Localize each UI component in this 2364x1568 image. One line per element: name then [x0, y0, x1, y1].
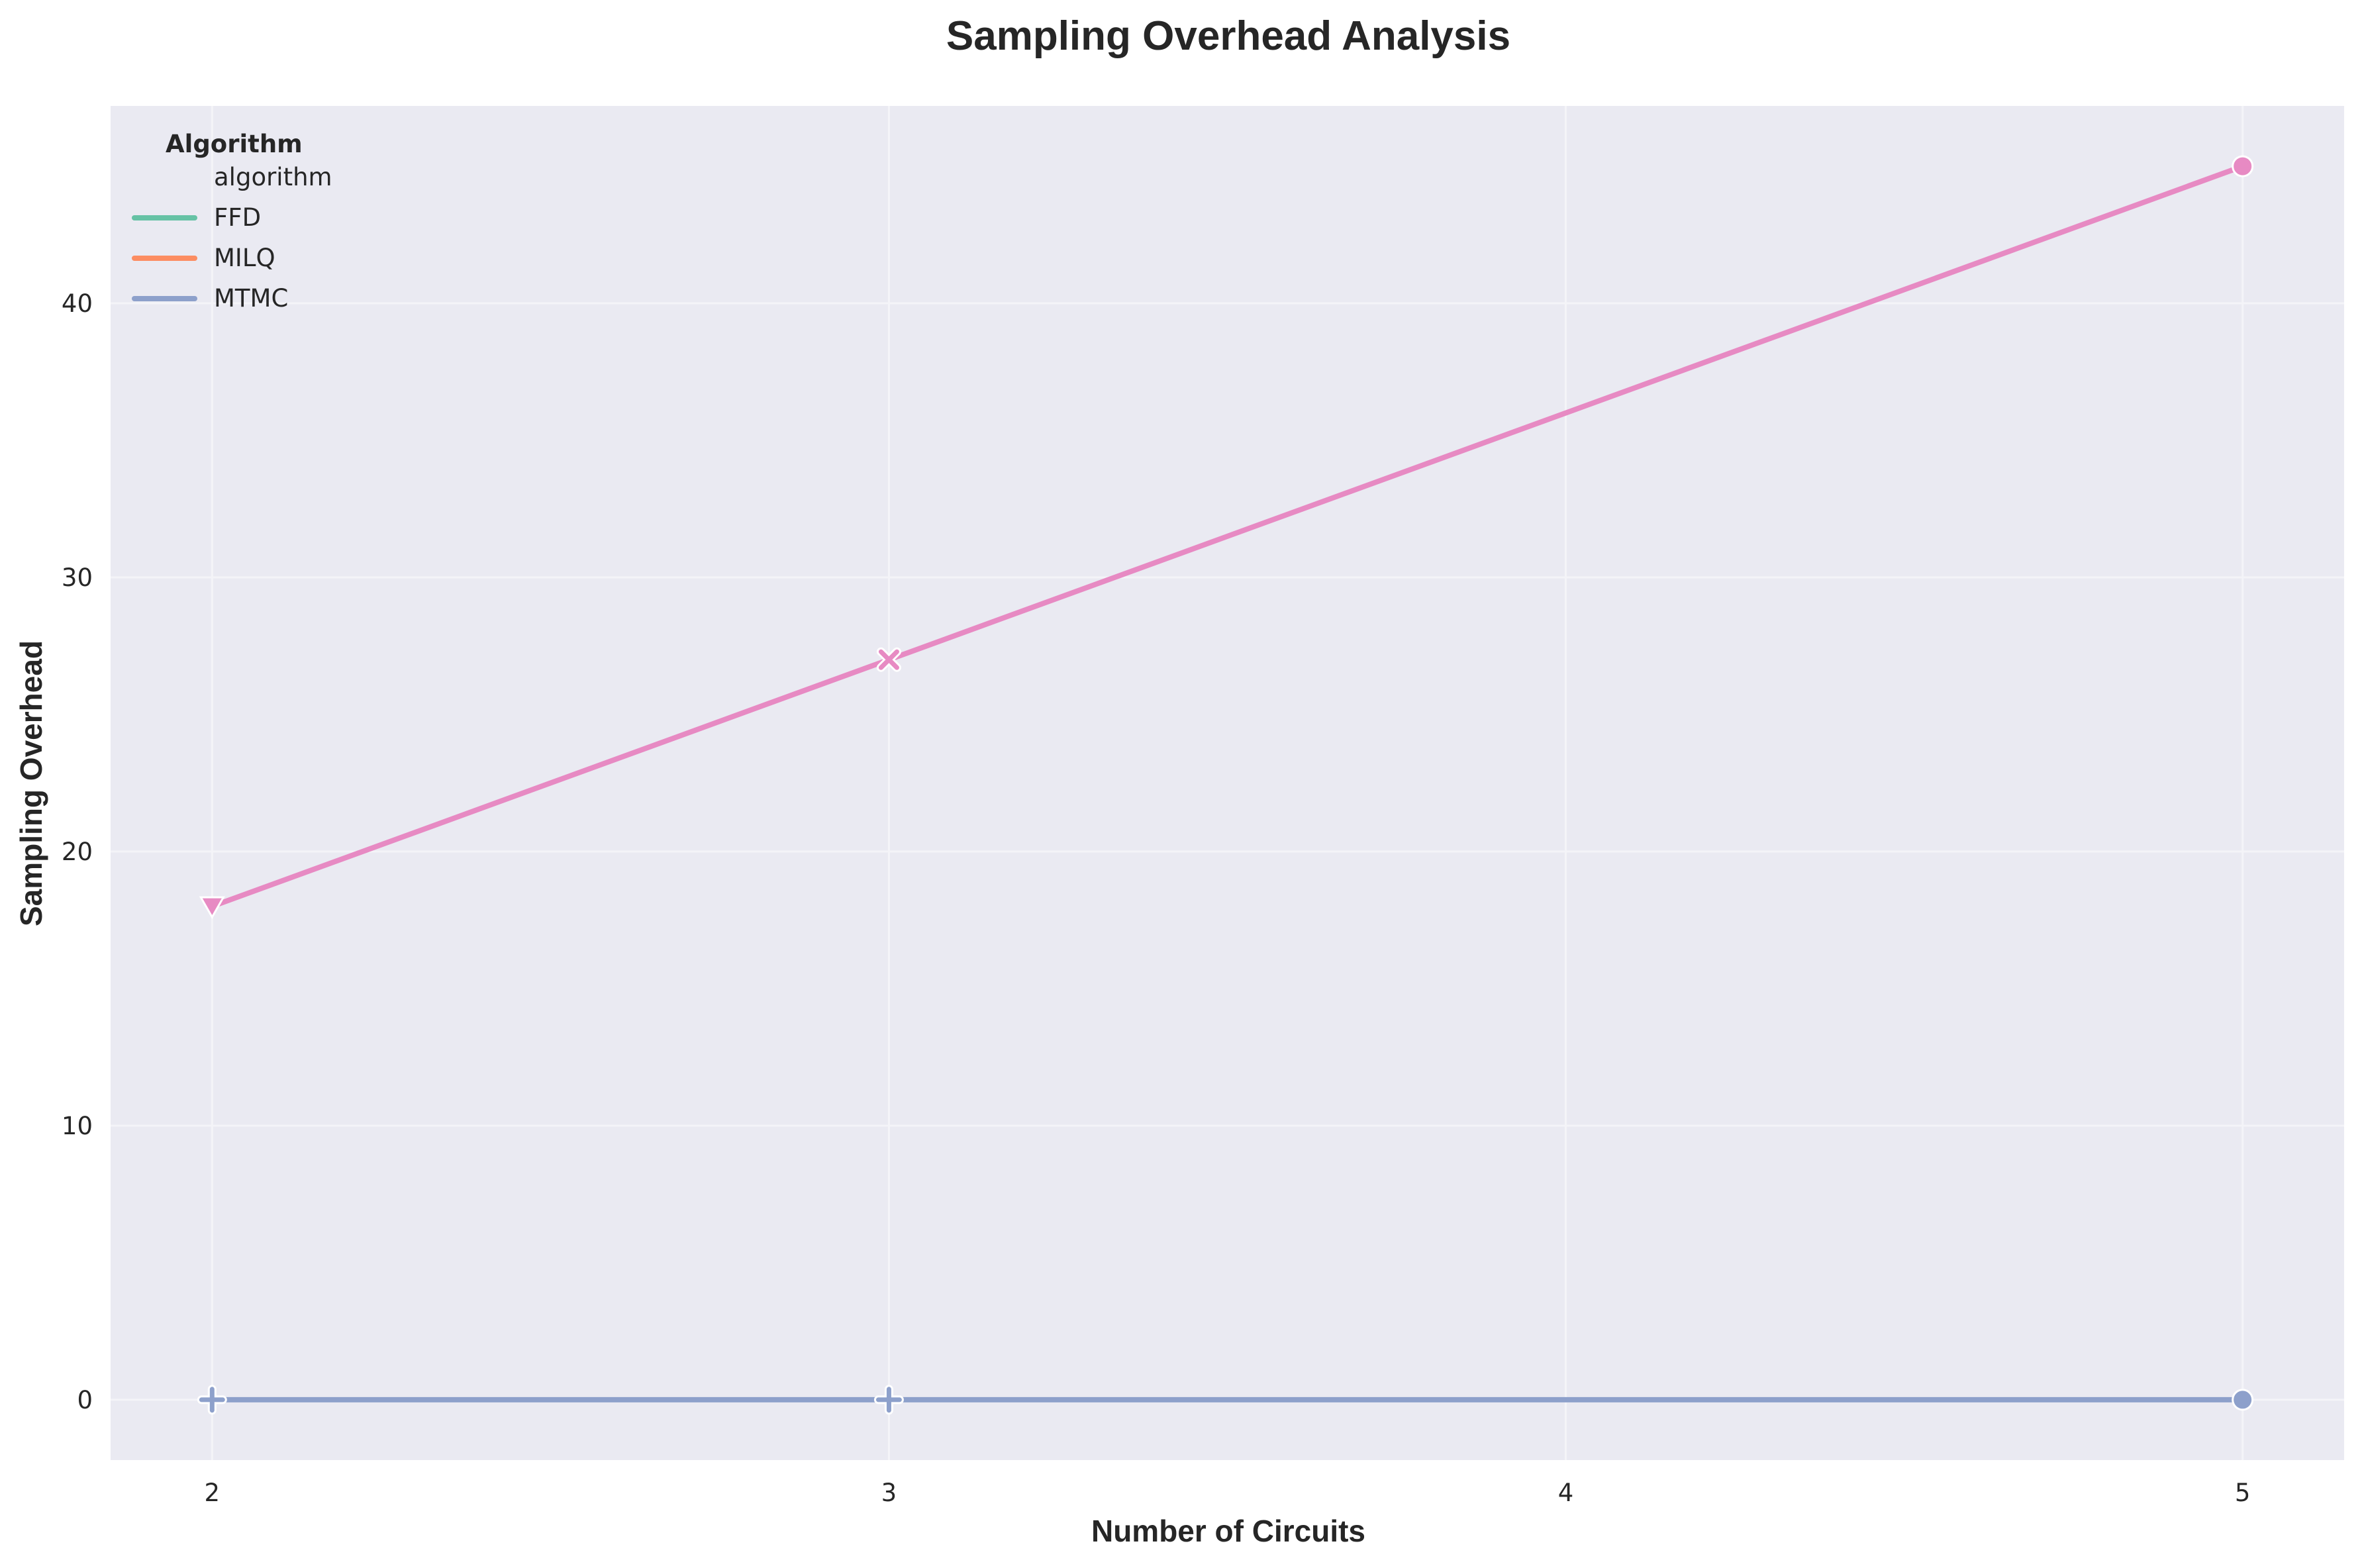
plot-area	[111, 106, 2344, 1460]
data-markers	[197, 155, 2254, 1415]
legend-entry-label: MTMC	[214, 284, 288, 313]
x-tick-label: 3	[881, 1479, 897, 1507]
data-point-marker	[876, 647, 901, 672]
x-axis-label: Number of Circuits	[1091, 1514, 1365, 1548]
legend: Algorithm algorithm FFD MILQ MTMC	[132, 130, 332, 313]
y-tick-labels: 0 10 20 30 40	[62, 289, 93, 1414]
legend-title: Algorithm	[166, 130, 303, 158]
x-tick-label: 2	[205, 1479, 221, 1507]
x-tick-label: 5	[2235, 1479, 2251, 1507]
legend-entries: algorithm FFD MILQ MTMC	[132, 163, 332, 313]
y-tick-label: 10	[62, 1112, 93, 1140]
y-tick-label: 0	[77, 1386, 93, 1414]
legend-entry-label: MILQ	[214, 244, 275, 272]
data-point-marker	[197, 1385, 227, 1415]
y-tick-label: 40	[62, 289, 93, 318]
y-tick-label: 20	[62, 838, 93, 866]
y-axis-label: Sampling Overhead	[14, 640, 48, 926]
chart-title: Sampling Overhead Analysis	[946, 13, 1510, 59]
x-tick-labels: 2 3 4 5	[205, 1479, 2251, 1507]
data-point-marker	[199, 896, 225, 919]
y-tick-label: 30	[62, 564, 93, 592]
data-point-marker	[2232, 1389, 2254, 1411]
data-point-marker	[873, 1385, 904, 1415]
data-point-marker	[2232, 155, 2254, 177]
legend-entry-label: algorithm	[214, 163, 332, 191]
legend-entry-label: FFD	[214, 203, 261, 232]
x-tick-label: 4	[1558, 1479, 1574, 1507]
